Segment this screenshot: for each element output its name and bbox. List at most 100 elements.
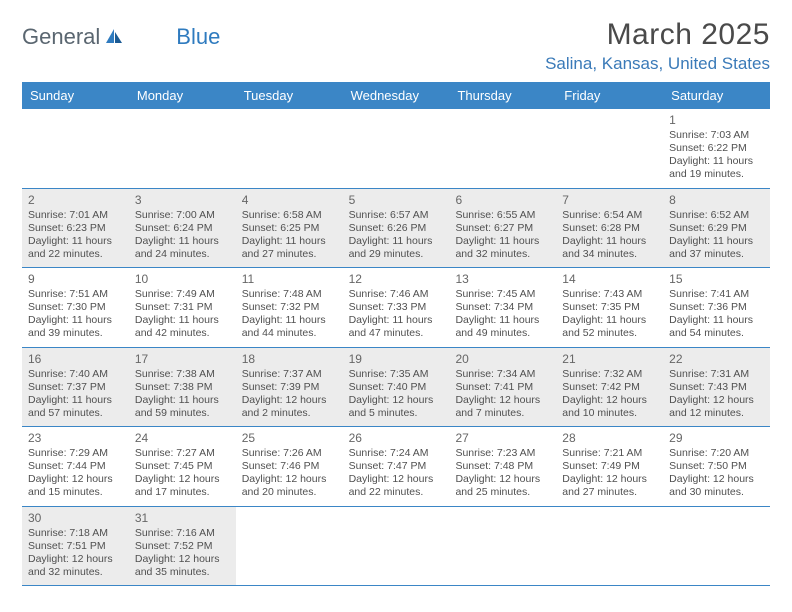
- day-cell: 6Sunrise: 6:55 AMSunset: 6:27 PMDaylight…: [449, 189, 556, 268]
- day-number: 9: [28, 272, 123, 286]
- day-info: Sunrise: 7:34 AMSunset: 7:41 PMDaylight:…: [455, 368, 550, 421]
- day-number: 28: [562, 431, 657, 445]
- daylight-text: Daylight: 12 hours and 32 minutes.: [28, 553, 123, 579]
- day-cell: 11Sunrise: 7:48 AMSunset: 7:32 PMDayligh…: [236, 268, 343, 347]
- sunset-text: Sunset: 6:22 PM: [669, 142, 764, 155]
- sunrise-text: Sunrise: 7:20 AM: [669, 447, 764, 460]
- day-info: Sunrise: 7:29 AMSunset: 7:44 PMDaylight:…: [28, 447, 123, 500]
- empty-day-cell: [343, 507, 450, 586]
- daylight-text: Daylight: 11 hours and 59 minutes.: [135, 394, 230, 420]
- daylight-text: Daylight: 11 hours and 54 minutes.: [669, 314, 764, 340]
- day-number: 13: [455, 272, 550, 286]
- weekday-header-cell: Thursday: [449, 82, 556, 109]
- day-cell: 26Sunrise: 7:24 AMSunset: 7:47 PMDayligh…: [343, 427, 450, 506]
- day-cell: 30Sunrise: 7:18 AMSunset: 7:51 PMDayligh…: [22, 507, 129, 586]
- weekday-header-cell: Monday: [129, 82, 236, 109]
- daylight-text: Daylight: 12 hours and 12 minutes.: [669, 394, 764, 420]
- day-number: 8: [669, 193, 764, 207]
- day-info: Sunrise: 7:38 AMSunset: 7:38 PMDaylight:…: [135, 368, 230, 421]
- sunrise-text: Sunrise: 7:51 AM: [28, 288, 123, 301]
- daylight-text: Daylight: 12 hours and 20 minutes.: [242, 473, 337, 499]
- daylight-text: Daylight: 12 hours and 25 minutes.: [455, 473, 550, 499]
- day-info: Sunrise: 7:16 AMSunset: 7:52 PMDaylight:…: [135, 527, 230, 580]
- day-cell: 3Sunrise: 7:00 AMSunset: 6:24 PMDaylight…: [129, 189, 236, 268]
- sunrise-text: Sunrise: 7:40 AM: [28, 368, 123, 381]
- sunrise-text: Sunrise: 7:49 AM: [135, 288, 230, 301]
- title-block: March 2025 Salina, Kansas, United States: [545, 18, 770, 74]
- sunset-text: Sunset: 7:43 PM: [669, 381, 764, 394]
- day-info: Sunrise: 6:55 AMSunset: 6:27 PMDaylight:…: [455, 209, 550, 262]
- day-info: Sunrise: 7:21 AMSunset: 7:49 PMDaylight:…: [562, 447, 657, 500]
- day-number: 20: [455, 352, 550, 366]
- logo-text-blue: Blue: [176, 24, 220, 50]
- sunrise-text: Sunrise: 7:29 AM: [28, 447, 123, 460]
- sunrise-text: Sunrise: 6:58 AM: [242, 209, 337, 222]
- sunrise-text: Sunrise: 7:35 AM: [349, 368, 444, 381]
- day-cell: 16Sunrise: 7:40 AMSunset: 7:37 PMDayligh…: [22, 348, 129, 427]
- day-number: 17: [135, 352, 230, 366]
- day-cell: 18Sunrise: 7:37 AMSunset: 7:39 PMDayligh…: [236, 348, 343, 427]
- empty-day-cell: [236, 109, 343, 188]
- sunset-text: Sunset: 7:35 PM: [562, 301, 657, 314]
- day-number: 21: [562, 352, 657, 366]
- sunset-text: Sunset: 7:36 PM: [669, 301, 764, 314]
- day-info: Sunrise: 6:52 AMSunset: 6:29 PMDaylight:…: [669, 209, 764, 262]
- day-number: 31: [135, 511, 230, 525]
- daylight-text: Daylight: 12 hours and 10 minutes.: [562, 394, 657, 420]
- day-number: 22: [669, 352, 764, 366]
- daylight-text: Daylight: 12 hours and 17 minutes.: [135, 473, 230, 499]
- day-number: 24: [135, 431, 230, 445]
- day-cell: 28 Sunrise: 7:21 AMSunset: 7:49 PMDayligh…: [556, 427, 663, 506]
- day-number: 11: [242, 272, 337, 286]
- day-cell: 22Sunrise: 7:31 AMSunset: 7:43 PMDayligh…: [663, 348, 770, 427]
- daylight-text: Daylight: 11 hours and 29 minutes.: [349, 235, 444, 261]
- daylight-text: Daylight: 11 hours and 27 minutes.: [242, 235, 337, 261]
- day-number: 14: [562, 272, 657, 286]
- day-number: 7: [562, 193, 657, 207]
- sunset-text: Sunset: 7:47 PM: [349, 460, 444, 473]
- weekday-header-cell: Saturday: [663, 82, 770, 109]
- day-number: 25: [242, 431, 337, 445]
- day-info: Sunrise: 7:18 AMSunset: 7:51 PMDaylight:…: [28, 527, 123, 580]
- sunrise-text: Sunrise: 7:46 AM: [349, 288, 444, 301]
- sunset-text: Sunset: 7:39 PM: [242, 381, 337, 394]
- day-info: Sunrise: 6:58 AMSunset: 6:25 PMDaylight:…: [242, 209, 337, 262]
- week-row: 2Sunrise: 7:01 AMSunset: 6:23 PMDaylight…: [22, 189, 770, 269]
- daylight-text: Daylight: 11 hours and 19 minutes.: [669, 155, 764, 181]
- week-row: 30Sunrise: 7:18 AMSunset: 7:51 PMDayligh…: [22, 507, 770, 587]
- empty-day-cell: [556, 109, 663, 188]
- day-info: Sunrise: 7:35 AMSunset: 7:40 PMDaylight:…: [349, 368, 444, 421]
- week-row: 1Sunrise: 7:03 AMSunset: 6:22 PMDaylight…: [22, 109, 770, 189]
- daylight-text: Daylight: 11 hours and 24 minutes.: [135, 235, 230, 261]
- sunrise-text: Sunrise: 7:23 AM: [455, 447, 550, 460]
- empty-day-cell: [22, 109, 129, 188]
- sunset-text: Sunset: 7:34 PM: [455, 301, 550, 314]
- sunset-text: Sunset: 6:28 PM: [562, 222, 657, 235]
- logo-sail-icon: [104, 27, 124, 47]
- daylight-text: Daylight: 12 hours and 2 minutes.: [242, 394, 337, 420]
- sunset-text: Sunset: 7:44 PM: [28, 460, 123, 473]
- day-info: Sunrise: 7:46 AMSunset: 7:33 PMDaylight:…: [349, 288, 444, 341]
- sunrise-text: Sunrise: 7:26 AM: [242, 447, 337, 460]
- sunrise-text: Sunrise: 7:41 AM: [669, 288, 764, 301]
- daylight-text: Daylight: 12 hours and 35 minutes.: [135, 553, 230, 579]
- day-cell: 10Sunrise: 7:49 AMSunset: 7:31 PMDayligh…: [129, 268, 236, 347]
- sunset-text: Sunset: 7:46 PM: [242, 460, 337, 473]
- week-row: 23Sunrise: 7:29 AMSunset: 7:44 PMDayligh…: [22, 427, 770, 507]
- day-info: Sunrise: 7:01 AMSunset: 6:23 PMDaylight:…: [28, 209, 123, 262]
- location-text: Salina, Kansas, United States: [545, 54, 770, 74]
- day-info: Sunrise: 7:45 AMSunset: 7:34 PMDaylight:…: [455, 288, 550, 341]
- daylight-text: Daylight: 11 hours and 32 minutes.: [455, 235, 550, 261]
- day-number: 3: [135, 193, 230, 207]
- daylight-text: Daylight: 12 hours and 22 minutes.: [349, 473, 444, 499]
- day-cell: 13 Sunrise: 7:45 AMSunset: 7:34 PMDayligh…: [449, 268, 556, 347]
- weekday-header-cell: Tuesday: [236, 82, 343, 109]
- day-info: Sunrise: 7:26 AMSunset: 7:46 PMDaylight:…: [242, 447, 337, 500]
- day-info: Sunrise: 7:03 AMSunset: 6:22 PMDaylight:…: [669, 129, 764, 182]
- day-number: 27: [455, 431, 550, 445]
- calendar-body: 1Sunrise: 7:03 AMSunset: 6:22 PMDaylight…: [22, 109, 770, 586]
- day-info: Sunrise: 7:24 AMSunset: 7:47 PMDaylight:…: [349, 447, 444, 500]
- day-cell: 15Sunrise: 7:41 AMSunset: 7:36 PMDayligh…: [663, 268, 770, 347]
- sunrise-text: Sunrise: 7:43 AM: [562, 288, 657, 301]
- day-info: Sunrise: 7:43 AMSunset: 7:35 PMDaylight:…: [562, 288, 657, 341]
